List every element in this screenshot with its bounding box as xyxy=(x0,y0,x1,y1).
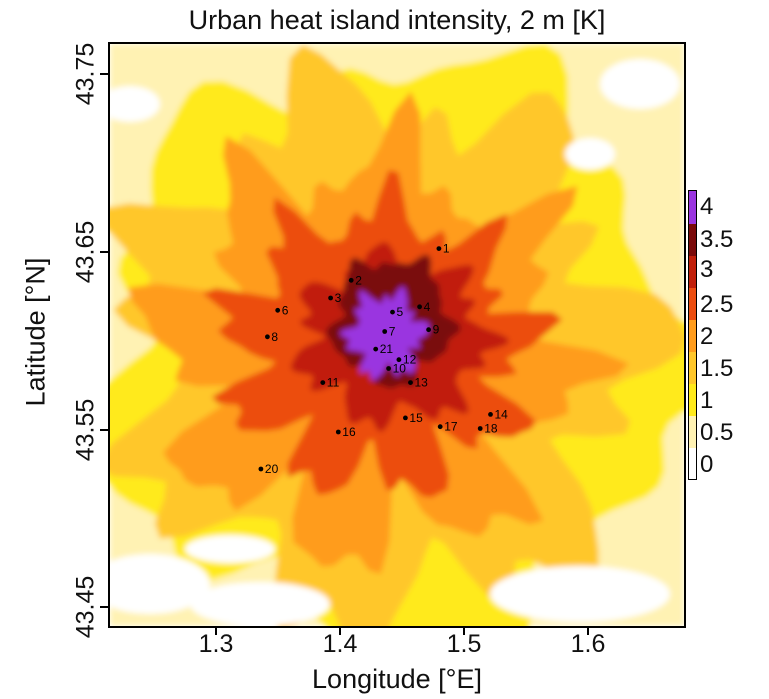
station-label: 1 xyxy=(443,242,450,256)
y-tick-43-55: 43.55 xyxy=(71,398,100,462)
station-label: 8 xyxy=(271,330,278,344)
colorbar-bin xyxy=(689,383,696,416)
station-label: 16 xyxy=(342,425,356,439)
station-label: 10 xyxy=(393,362,407,376)
colorbar-bin xyxy=(689,447,696,479)
station-label: 18 xyxy=(484,422,498,436)
colorbar-bin xyxy=(689,287,696,320)
colorbar-tick-3: 3 xyxy=(700,256,714,283)
rural-patch xyxy=(600,59,680,109)
y-axis-label: Latitude [°N] xyxy=(20,257,51,407)
y-tickmark xyxy=(100,429,108,431)
station-point[interactable] xyxy=(275,307,281,313)
y-tick-43-45: 43.45 xyxy=(71,575,100,639)
station-label: 14 xyxy=(495,407,509,421)
station-label: 11 xyxy=(327,376,340,390)
station-point[interactable] xyxy=(396,357,402,363)
x-tickmark xyxy=(215,628,217,635)
colorbar-tick-0: 0 xyxy=(700,451,714,478)
station-label: 6 xyxy=(282,303,289,317)
station-point[interactable] xyxy=(320,380,326,385)
y-tickmark xyxy=(100,73,108,75)
station-label: 13 xyxy=(415,376,429,390)
rural-patch xyxy=(565,138,615,170)
y-tick-43-65: 43.65 xyxy=(71,220,100,284)
x-tickmark xyxy=(463,628,465,635)
colorbar-bin xyxy=(689,319,696,352)
rural-patch xyxy=(110,86,160,122)
station-label: 17 xyxy=(444,420,458,434)
colorbar xyxy=(688,190,697,480)
station-label: 15 xyxy=(409,411,423,425)
station-point[interactable] xyxy=(335,429,341,435)
x-tickmark xyxy=(339,628,341,635)
station-point[interactable] xyxy=(408,380,413,385)
heat-island-map[interactable]: 1 2 3 4 5 6 7 8 9 10 11 12 13 14 15 16 17 18 20 21 xyxy=(108,42,686,628)
station-label: 21 xyxy=(380,342,394,356)
station-point[interactable] xyxy=(403,415,408,421)
station-label: 9 xyxy=(433,323,440,337)
station-label: 20 xyxy=(265,462,279,476)
colorbar-tick-4: 4 xyxy=(700,193,714,220)
station-label: 3 xyxy=(335,291,342,305)
station-point[interactable] xyxy=(417,304,422,310)
station-point[interactable] xyxy=(386,366,391,371)
colorbar-tick-1: 1 xyxy=(700,387,714,414)
colorbar-bin xyxy=(689,223,696,256)
colorbar-tick-3-5: 3.5 xyxy=(700,226,734,253)
colorbar-tick-2: 2 xyxy=(700,323,714,350)
x-tickmark xyxy=(587,628,589,635)
colorbar-tick-2-5: 2.5 xyxy=(700,291,734,318)
y-tickmark xyxy=(100,606,108,608)
colorbar-bin xyxy=(689,255,696,288)
colorbar-bin xyxy=(689,351,696,384)
station-point[interactable] xyxy=(426,327,431,333)
y-tick-43-75: 43.75 xyxy=(71,42,100,106)
rural-patch xyxy=(185,535,275,563)
station-point[interactable] xyxy=(477,426,483,431)
station-label: 12 xyxy=(403,353,417,367)
station-point[interactable] xyxy=(488,412,493,417)
heat-field xyxy=(110,44,684,626)
x-axis-label: Longitude [°E] xyxy=(312,664,482,694)
y-tickmark xyxy=(100,251,108,253)
station-point[interactable] xyxy=(328,295,333,301)
station-point[interactable] xyxy=(436,246,442,252)
station-point[interactable] xyxy=(373,346,379,352)
station-point[interactable] xyxy=(390,309,395,315)
colorbar-bin xyxy=(689,415,696,448)
station-label: 4 xyxy=(424,300,431,314)
rural-patch xyxy=(490,566,670,622)
station-point[interactable] xyxy=(265,334,270,340)
station-point[interactable] xyxy=(258,466,264,472)
rural-patch xyxy=(110,554,210,614)
colorbar-tick-1-5: 1.5 xyxy=(700,355,734,382)
map-title: Urban heat island intensity, 2 m [K] xyxy=(188,5,606,35)
station-label: 7 xyxy=(389,325,396,339)
rural-patch xyxy=(190,582,330,626)
station-label: 5 xyxy=(397,305,404,319)
station-point[interactable] xyxy=(348,277,354,283)
station-point[interactable] xyxy=(437,424,443,430)
colorbar-tick-0-5: 0.5 xyxy=(700,419,734,446)
station-point[interactable] xyxy=(382,329,388,334)
colorbar-bin xyxy=(689,191,696,224)
station-label: 2 xyxy=(355,273,362,287)
